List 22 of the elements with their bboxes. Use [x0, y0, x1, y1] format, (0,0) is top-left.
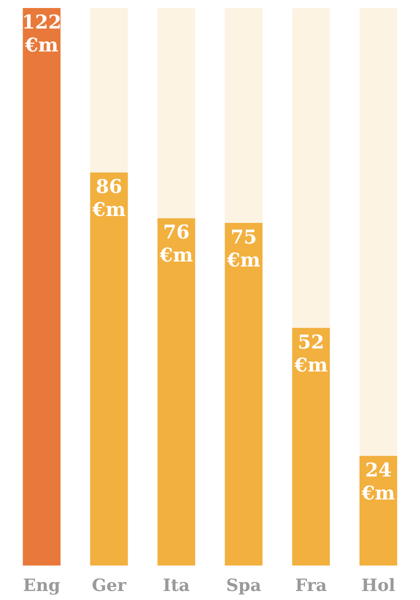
x-tick-label: Eng [23, 576, 60, 596]
bar [292, 8, 330, 328]
data-label: 75 €m [226, 226, 260, 272]
x-tick-label: Ger [92, 576, 128, 596]
x-tick-label: Fra [295, 576, 327, 596]
data-label: 24 €m [360, 459, 395, 504]
data-label: 76 €m [158, 222, 193, 267]
x-tick-label: Ita [162, 576, 190, 596]
bar [157, 8, 196, 218]
bar [157, 218, 196, 566]
bar [224, 222, 263, 566]
bar [22, 8, 61, 566]
bar [90, 172, 128, 566]
bar [90, 8, 128, 173]
bar [224, 8, 263, 223]
x-tick-label: Spa [226, 576, 262, 596]
x-tick-label: Hol [361, 576, 396, 596]
data-label: 52 €m [293, 331, 328, 376]
bar [292, 328, 330, 566]
data-label: 122 €m [22, 11, 62, 56]
data-label: 86 €m [91, 176, 126, 221]
bar [359, 8, 398, 456]
